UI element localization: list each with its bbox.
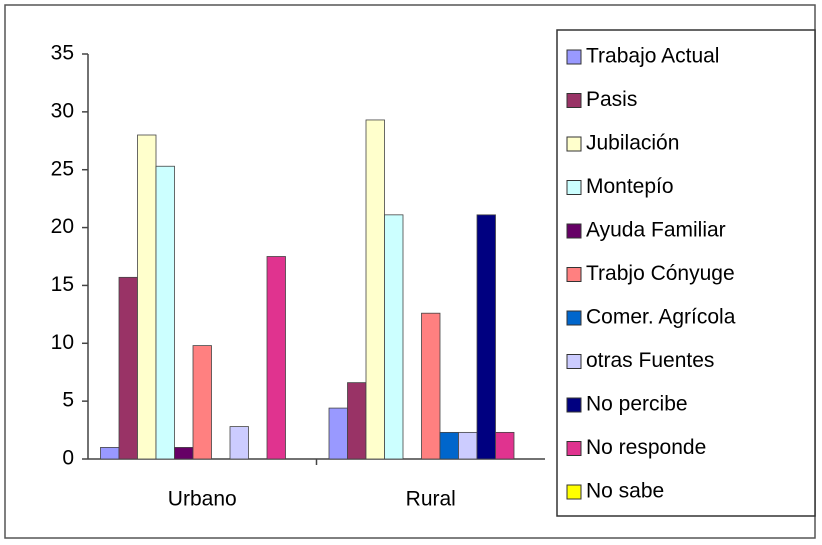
legend-swatch: [566, 354, 582, 369]
bar: [347, 382, 367, 460]
legend-label: No responde: [586, 436, 706, 459]
y-tick-label: 15: [51, 273, 74, 296]
bar: [155, 165, 175, 460]
bar: [328, 407, 348, 460]
bar: [137, 134, 157, 460]
bar: [365, 119, 385, 460]
bar: [421, 312, 441, 460]
y-tick-label: 10: [51, 331, 74, 354]
y-tick-label: 20: [51, 215, 74, 238]
y-tick-label: 30: [51, 99, 74, 122]
bar: [458, 431, 478, 460]
legend-label: Ayuda Familiar: [586, 219, 726, 242]
legend-label: Pasis: [586, 88, 637, 111]
bar: [229, 426, 249, 460]
legend-label: Montepío: [586, 175, 674, 198]
y-tick-label: 5: [62, 389, 74, 412]
y-tick-label: 25: [51, 157, 74, 180]
bar: [476, 214, 496, 460]
bar: [100, 447, 120, 460]
legend-label: Comer. Agrícola: [586, 306, 736, 329]
y-tick-label: 0: [62, 447, 74, 470]
legend-swatch: [566, 484, 582, 500]
legend-swatch: [566, 223, 582, 239]
legend-swatch: [566, 267, 582, 282]
legend-swatch: [566, 310, 582, 326]
legend-swatch: [566, 397, 582, 413]
bar: [192, 345, 212, 460]
x-tick-label: Urbano: [168, 488, 237, 511]
bar: [439, 431, 459, 460]
legend-swatch: [566, 180, 582, 195]
legend-swatch: [566, 93, 582, 108]
y-tick-label: 35: [51, 42, 74, 65]
x-tick-label: Rural: [406, 488, 456, 511]
legend-box: [556, 29, 816, 517]
legend-label: Trabjo Cónyuge: [586, 262, 735, 285]
bar: [118, 276, 138, 460]
bar: [266, 256, 286, 460]
legend-label: otras Fuentes: [586, 349, 714, 372]
bar: [495, 431, 515, 460]
legend-swatch: [566, 441, 582, 456]
legend-label: No percibe: [586, 393, 688, 416]
legend-label: Jubilación: [586, 132, 679, 155]
legend-label: Trabajo Actual: [586, 45, 719, 68]
bar: [384, 214, 404, 460]
bar: [174, 447, 194, 460]
legend-swatch: [566, 49, 582, 65]
legend-swatch: [566, 136, 582, 152]
legend-label: No sabe: [586, 480, 664, 503]
